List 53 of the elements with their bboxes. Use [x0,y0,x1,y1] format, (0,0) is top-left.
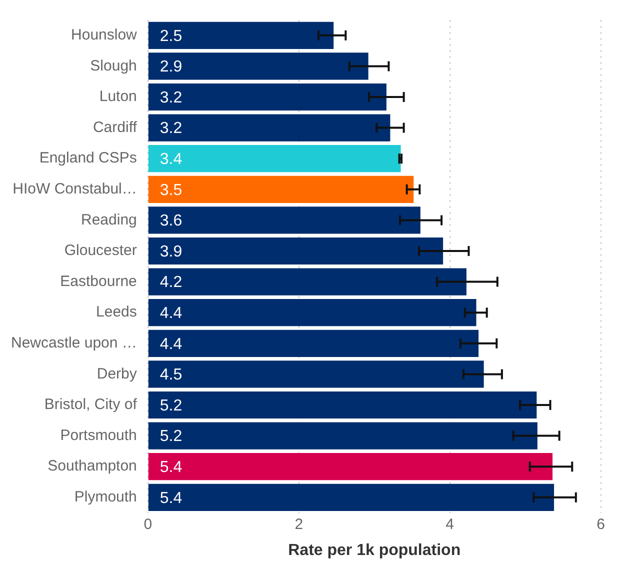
y-tick-label: Luton [99,88,137,106]
data-label: 3.5 [160,182,182,199]
bar [148,268,466,296]
x-tick-label: 2 [294,516,304,533]
data-label: 5.4 [160,459,182,476]
bar [148,52,368,80]
data-label: 5.4 [160,490,182,507]
bar [148,114,390,142]
data-label: 4.4 [160,336,182,353]
data-label: 3.6 [160,212,182,230]
y-tick-label: Southampton [48,458,137,475]
bar [148,330,479,357]
data-label: 4.4 [160,305,182,322]
y-tick-label: Eastbourne [60,272,137,290]
bar [148,22,334,49]
bar [148,83,386,111]
y-tick-label: Slough [90,57,137,74]
bar [148,299,476,326]
bar [148,206,420,234]
data-label: 4.2 [160,274,182,292]
data-label: 3.4 [160,151,182,168]
y-tick-label: HIoW Constabul… [12,180,137,198]
bar [148,453,553,480]
y-tick-label: England CSPs [39,150,137,167]
bar [148,484,554,511]
data-label: 2.5 [160,28,182,45]
y-tick-label: Bristol, City of [44,396,138,414]
y-tick-label: Reading [81,211,137,228]
y-tick-label: Portsmouth [60,426,137,444]
data-label: 3.2 [160,120,182,138]
data-label: 4.5 [160,366,182,384]
data-label: 5.2 [160,397,182,414]
data-label: 2.9 [160,58,182,76]
y-tick-label: Leeds [96,304,137,321]
y-tick-label: Newcastle upon … [10,334,137,352]
data-label: 3.9 [160,243,182,260]
y-tick-label: Cardiff [92,118,138,136]
bar [148,422,538,450]
y-tick-label: Hounslow [71,26,138,44]
y-tick-label: Gloucester [64,242,137,260]
data-label: 3.2 [160,89,182,106]
x-tick-label: 6 [596,516,605,533]
data-label: 5.2 [160,428,182,446]
bar [148,176,414,203]
y-tick-label: Plymouth [74,488,137,506]
x-tick-label: 4 [446,516,454,533]
bar [148,145,401,172]
y-tick-label: Derby [96,365,138,382]
x-tick-label: 0 [144,516,152,533]
bar [148,360,484,388]
bar [148,237,444,265]
bar [148,391,537,419]
x-axis-title: Rate per 1k population [288,542,461,559]
